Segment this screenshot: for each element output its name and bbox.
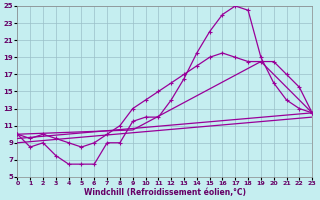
X-axis label: Windchill (Refroidissement éolien,°C): Windchill (Refroidissement éolien,°C): [84, 188, 246, 197]
